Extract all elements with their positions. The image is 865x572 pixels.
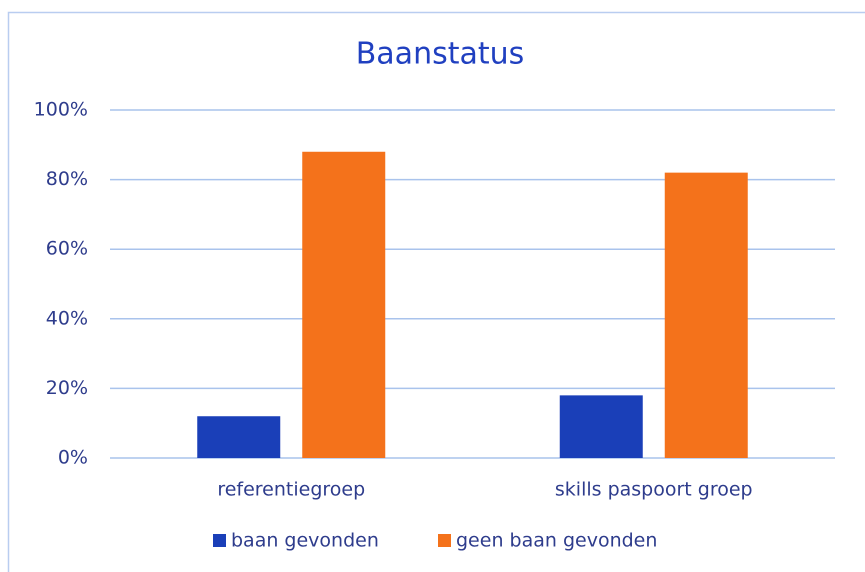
bar bbox=[664, 172, 748, 458]
chart-border bbox=[7, 11, 865, 572]
y-tick-label: 20% bbox=[46, 377, 88, 399]
y-tick-label: 40% bbox=[46, 307, 88, 329]
y-tick-label: 80% bbox=[46, 168, 88, 190]
x-tick-label: referentiegroep bbox=[217, 479, 365, 501]
legend-swatch bbox=[213, 534, 226, 547]
bar bbox=[559, 395, 643, 458]
y-tick-label: 100% bbox=[34, 99, 88, 121]
bar bbox=[302, 151, 386, 458]
x-tick-label: skills paspoort groep bbox=[555, 479, 753, 501]
y-tick-label: 0% bbox=[58, 447, 88, 469]
y-tick-label: 60% bbox=[46, 238, 88, 260]
chart-title: Baanstatus bbox=[356, 37, 525, 72]
legend-label: baan gevonden bbox=[231, 530, 379, 552]
legend-swatch bbox=[438, 534, 451, 547]
bar bbox=[197, 416, 281, 458]
legend-label: geen baan gevonden bbox=[456, 530, 657, 552]
